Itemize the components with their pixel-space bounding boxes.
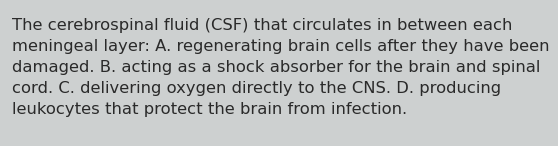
Text: cord. C. delivering oxygen directly to the CNS. D. producing: cord. C. delivering oxygen directly to t… xyxy=(12,81,501,96)
Text: meningeal layer: A. regenerating brain cells after they have been: meningeal layer: A. regenerating brain c… xyxy=(12,39,550,54)
Text: damaged. B. acting as a shock absorber for the brain and spinal: damaged. B. acting as a shock absorber f… xyxy=(12,60,540,75)
Text: The cerebrospinal fluid (CSF) that circulates in between each: The cerebrospinal fluid (CSF) that circu… xyxy=(12,18,512,33)
Text: leukocytes that protect the brain from infection.: leukocytes that protect the brain from i… xyxy=(12,102,407,117)
